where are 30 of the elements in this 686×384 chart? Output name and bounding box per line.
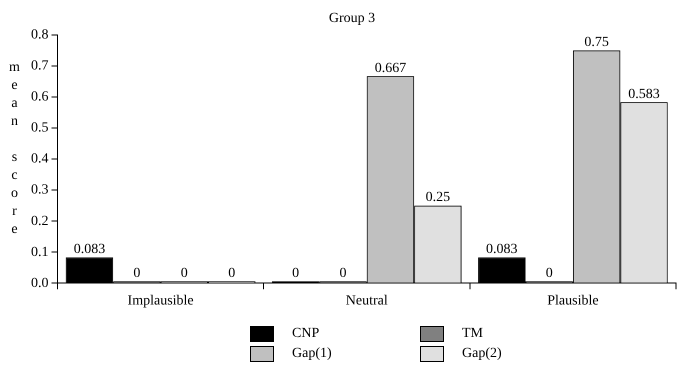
- y-tick-label: 0.7: [31, 58, 48, 74]
- y-tick-label: 0.2: [31, 214, 48, 229]
- legend-label: CNP: [292, 326, 320, 342]
- data-label: 0: [340, 266, 347, 281]
- x-tick-label: Plausible: [547, 293, 599, 308]
- y-tick-label: 0.0: [31, 276, 48, 291]
- y-tick-label: 0.1: [31, 244, 48, 260]
- y-tick-label: 0.6: [31, 90, 48, 105]
- data-label: 0.667: [374, 60, 406, 76]
- y-tick-label: 0.8: [31, 27, 48, 42]
- legend-label: Gap(2): [462, 346, 502, 362]
- data-label: 0: [228, 266, 236, 281]
- data-label: 0: [180, 266, 188, 281]
- data-label: 0: [546, 266, 553, 281]
- data-label: 0.75: [584, 34, 609, 50]
- legend-label: TM: [462, 326, 483, 342]
- chart-title: Group 3: [328, 11, 376, 26]
- x-tick-label: Neutral: [346, 293, 388, 308]
- y-tick-label: 0.4: [31, 152, 48, 167]
- data-label: 0.083: [486, 242, 518, 258]
- data-label: 0.583: [628, 86, 660, 102]
- data-label: 0.25: [426, 190, 450, 206]
- y-axis-title: mean score: [6, 60, 22, 240]
- legend-label: Gap(1): [292, 346, 332, 362]
- y-tick-label: 0.3: [31, 182, 48, 198]
- data-label: 0.083: [74, 242, 106, 258]
- data-label: 0: [133, 266, 140, 281]
- y-tick-label: 0.5: [31, 120, 48, 136]
- x-tick-label: Implausible: [128, 293, 194, 308]
- data-label: 0: [292, 266, 300, 281]
